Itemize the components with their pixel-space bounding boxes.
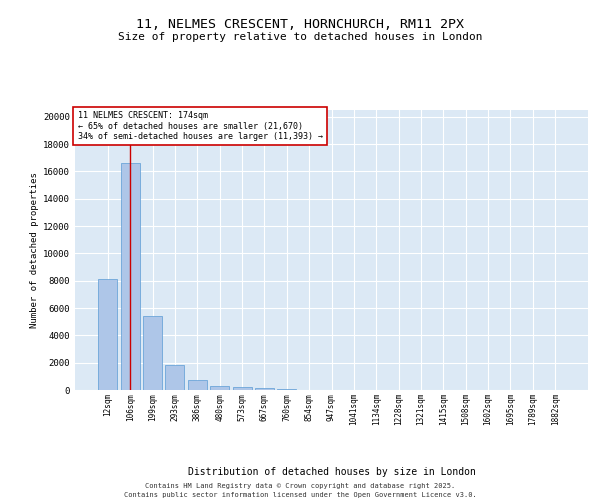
Text: Size of property relative to detached houses in London: Size of property relative to detached ho… <box>118 32 482 42</box>
Bar <box>188 380 207 390</box>
Bar <box>255 388 274 390</box>
Text: Contains HM Land Registry data © Crown copyright and database right 2025.
Contai: Contains HM Land Registry data © Crown c… <box>124 483 476 498</box>
X-axis label: Distribution of detached houses by size in London: Distribution of detached houses by size … <box>188 467 475 477</box>
Y-axis label: Number of detached properties: Number of detached properties <box>30 172 39 328</box>
Bar <box>277 389 296 390</box>
Bar <box>121 164 140 390</box>
Bar <box>233 388 251 390</box>
Bar <box>98 280 118 390</box>
Text: 11, NELMES CRESCENT, HORNCHURCH, RM11 2PX: 11, NELMES CRESCENT, HORNCHURCH, RM11 2P… <box>136 18 464 30</box>
Text: 11 NELMES CRESCENT: 174sqm
← 65% of detached houses are smaller (21,670)
34% of : 11 NELMES CRESCENT: 174sqm ← 65% of deta… <box>77 112 323 141</box>
Bar <box>166 364 184 390</box>
Bar <box>143 316 162 390</box>
Bar <box>210 386 229 390</box>
